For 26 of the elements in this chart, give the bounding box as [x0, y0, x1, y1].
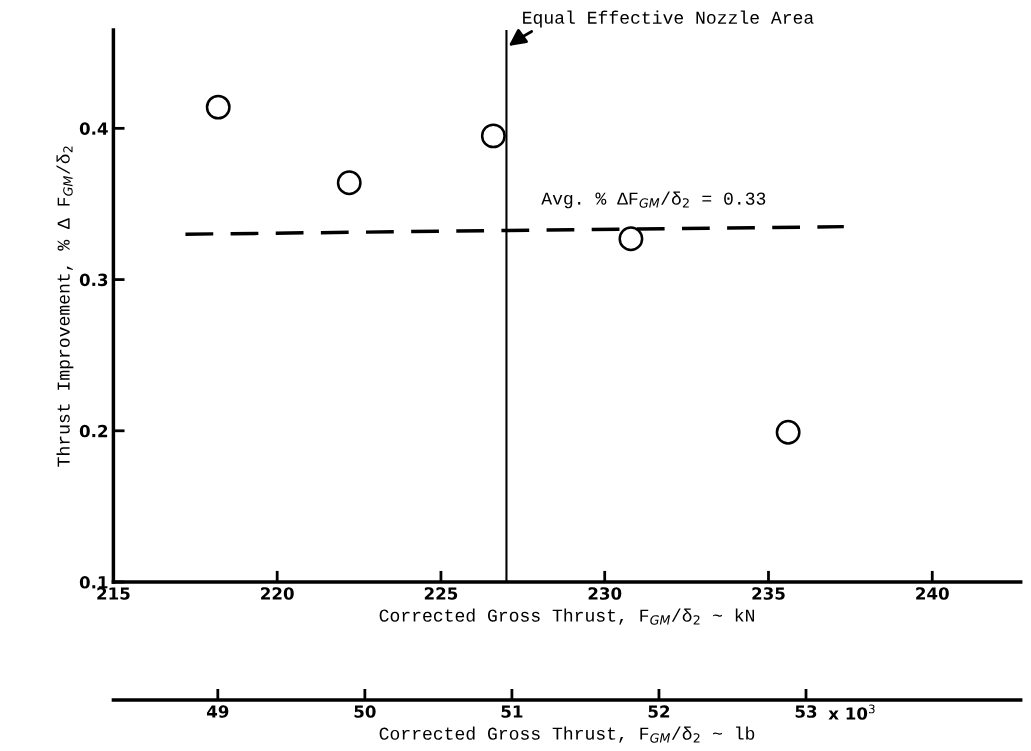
text: x 10$^{3}$ — [828, 704, 875, 720]
x-tick-label: 230 — [588, 587, 622, 600]
point — [205, 94, 231, 120]
y-tick-label: 0.2 — [79, 424, 108, 438]
ref-line-label: Equal Effective Nozzle Area — [523, 10, 814, 28]
x-tick-label: 220 — [261, 587, 294, 600]
y-axis-title: Thrust Improvement, % Δ F$_{GM}$/δ$_{2}$ — [56, 146, 74, 467]
point — [480, 123, 506, 149]
x2-tick-label: 51 — [501, 705, 523, 718]
point — [618, 226, 644, 252]
x2-tick-label: 53 — [795, 705, 817, 718]
x-tick-label: 215 — [97, 587, 130, 600]
x2-axis-title: Corrected Gross Thrust, F$_{GM}$/δ$_{2}$ ~ lb — [379, 726, 755, 743]
point — [775, 419, 801, 445]
point — [336, 170, 362, 196]
x-axis-title: Corrected Gross Thrust, F$_{GM}$/δ$_{2}$ ~ kN — [379, 608, 754, 625]
x2-tick-label: 49 — [206, 705, 229, 718]
y-tick-label: 0.4 — [79, 122, 108, 135]
x-tick-label: 240 — [916, 587, 949, 600]
x2-tick-label: 50 — [354, 705, 376, 718]
x-tick-label: 225 — [424, 587, 458, 600]
annotation: Avg. % ΔF$_{GM}$/δ$_{2}$ = 0.33 — [541, 191, 766, 209]
y-tick-label: 0.3 — [79, 273, 108, 287]
y-tick-label: 0.1 — [79, 575, 108, 589]
x-tick-label: 235 — [752, 587, 785, 600]
x2-tick-label: 52 — [648, 705, 670, 718]
